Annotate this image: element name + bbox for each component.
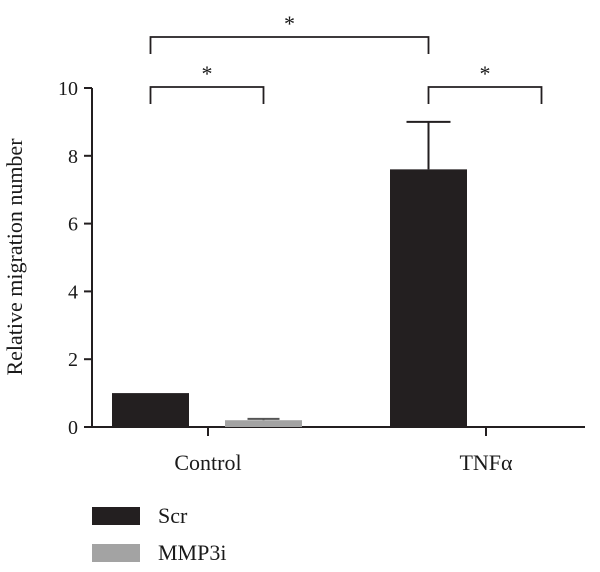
significance-label: * [202, 61, 213, 86]
legend-label-mmp3i: MMP3i [158, 540, 226, 565]
x-tick-label: TNFα [459, 450, 513, 475]
y-tick-label: 10 [58, 78, 78, 100]
legend-label-scr: Scr [158, 503, 188, 528]
significance-label: * [284, 11, 295, 36]
significance-bracket [427, 86, 543, 104]
bar-scr-1 [390, 169, 467, 428]
y-tick-label: 2 [68, 349, 78, 371]
x-tick-label: Control [174, 450, 241, 475]
bar-mmp3i-0 [225, 420, 302, 427]
y-tick-label: 4 [68, 281, 78, 303]
significance-brackets: * * * [149, 11, 543, 104]
y-tick-label: 6 [68, 214, 78, 236]
y-tick-label: 8 [68, 146, 78, 168]
bars [112, 120, 467, 428]
axes: 0 2 4 6 8 10 Control TNFα [58, 78, 585, 475]
significance-label: * [480, 61, 491, 86]
bar-scr-0 [112, 393, 189, 427]
significance-bracket [149, 36, 430, 54]
legend: Scr MMP3i [92, 503, 226, 565]
significance-bracket [149, 86, 265, 104]
y-tick-label: 0 [68, 417, 78, 439]
legend-swatch-mmp3i [92, 544, 140, 562]
legend-swatch-scr [92, 507, 140, 525]
y-axis-label: Relative migration number [2, 138, 27, 376]
